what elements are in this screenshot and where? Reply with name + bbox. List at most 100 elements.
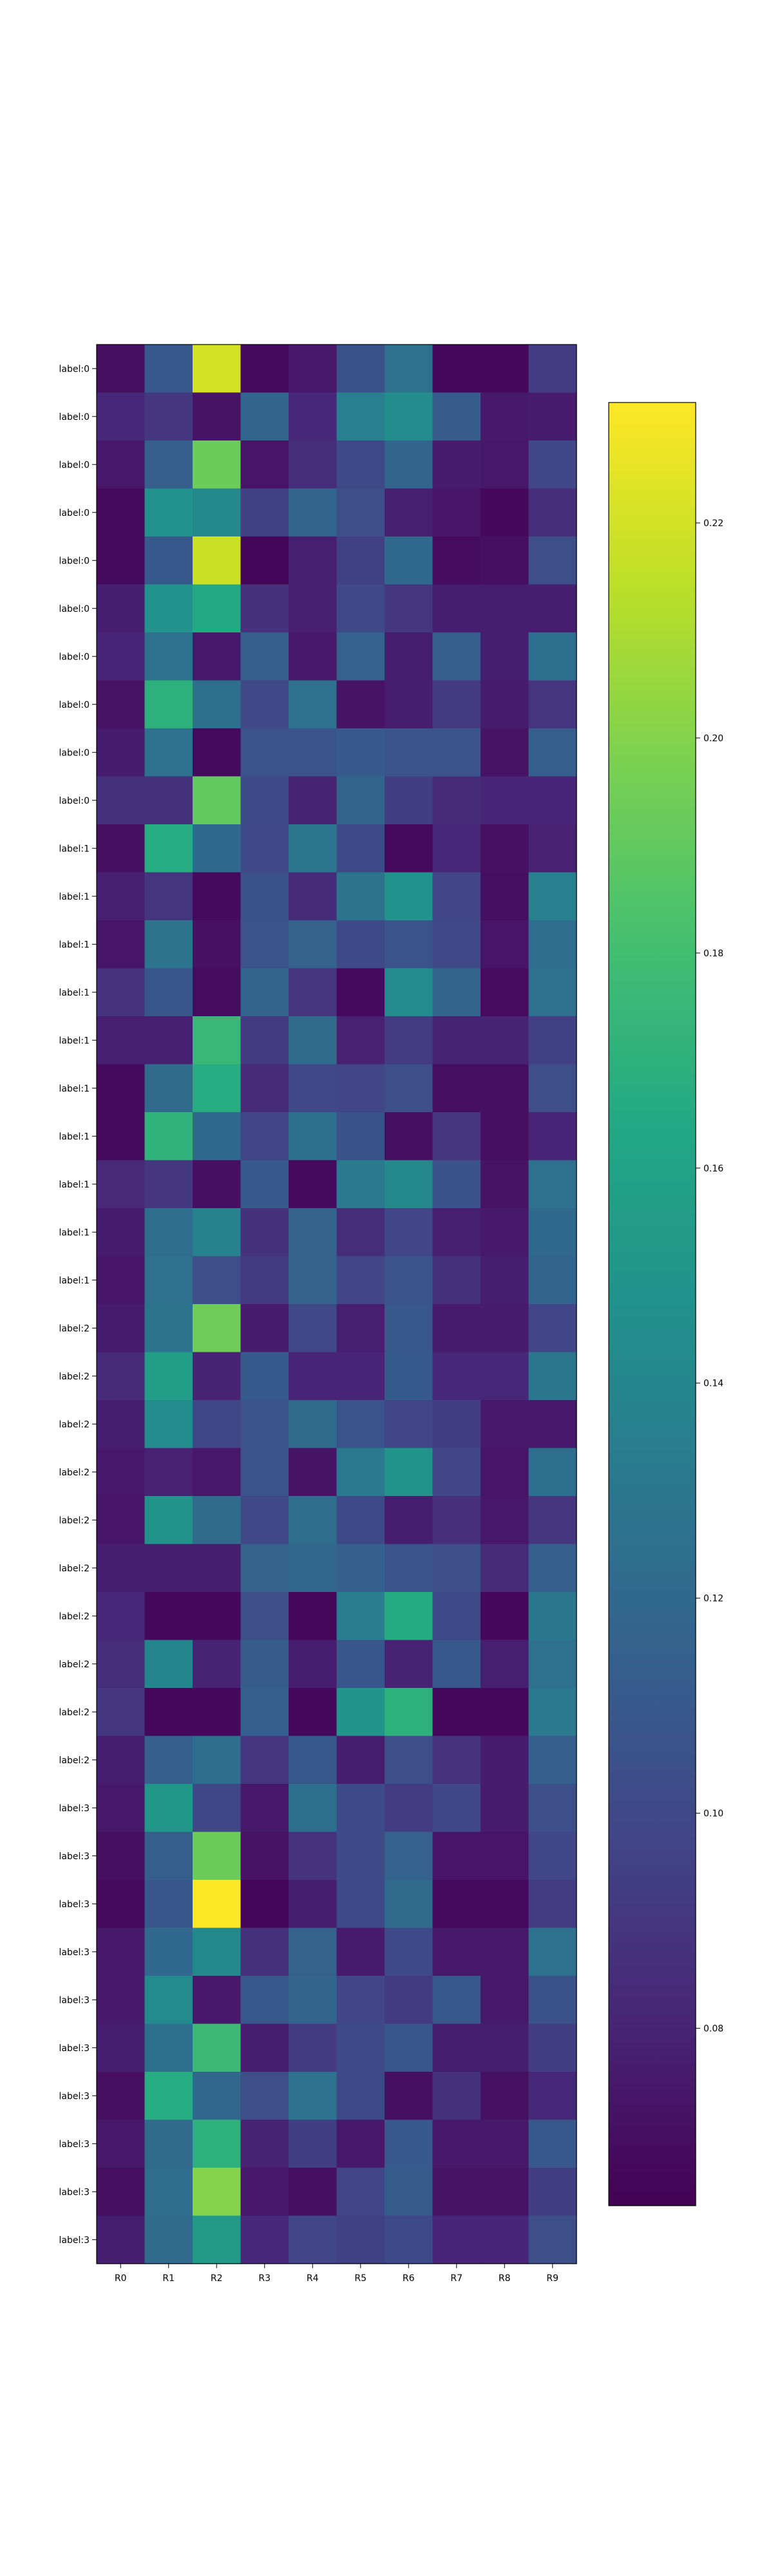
heatmap-cell-r22-c3 [240,1400,289,1449]
heatmap-cell-r10-c6 [385,824,434,873]
heatmap-cell-r6-c3 [240,632,289,681]
heatmap-cell-r23-c4 [289,1448,338,1497]
heatmap-cell-r38-c1 [144,2168,193,2217]
heatmap-cell-r13-c3 [240,968,289,1017]
heatmap-cell-r21-c8 [481,1352,530,1401]
heatmap-cell-r35-c6 [385,2023,434,2072]
heatmap-cell-r2-c4 [289,440,338,489]
heatmap-cell-r4-c3 [240,536,289,585]
y-tick-label: label:2 [59,1468,90,1478]
x-tick-label: R2 [211,2273,223,2284]
y-tick-label: label:2 [59,1756,90,1766]
heatmap-cell-r14-c8 [481,1016,530,1065]
heatmap-cell-r19-c4 [289,1256,338,1305]
heatmap-cell-r11-c6 [385,872,434,921]
heatmap-cell-r12-c3 [240,920,289,969]
heatmap-cell-r35-c8 [481,2023,530,2072]
heatmap-cell-r26-c3 [240,1592,289,1641]
heatmap-cell-r34-c7 [432,1976,481,2025]
y-tick-label: label:1 [59,1227,90,1238]
heatmap-cell-r24-c3 [240,1496,289,1545]
heatmap-cell-r32-c0 [97,1880,146,1929]
heatmap-cell-r3-c7 [432,488,481,537]
heatmap-cell-r22-c8 [481,1400,530,1449]
heatmap-cell-r29-c6 [385,1736,434,1785]
heatmap-cell-r15-c5 [336,1064,385,1113]
heatmap-cell-r29-c2 [193,1736,242,1785]
heatmap-cell-r24-c8 [481,1496,530,1545]
y-axis: label:0 label:0 label:0 label:0 label:0 label… [59,364,97,2246]
heatmap-cell-r5-c5 [336,584,385,633]
heatmap-cell-r16-c1 [144,1112,193,1161]
heatmap-cell-r33-c5 [336,1927,385,1976]
heatmap-cell-r7-c3 [240,680,289,729]
heatmap-grid [97,345,577,2264]
heatmap-cell-r28-c4 [289,1688,338,1737]
heatmap-cell-r21-c4 [289,1352,338,1401]
heatmap-cell-r29-c4 [289,1736,338,1785]
heatmap-cell-r27-c4 [289,1640,338,1689]
colorbar-tick-label: 0.22 [703,518,723,529]
heatmap-cell-r37-c7 [432,2119,481,2168]
heatmap-cell-r18-c6 [385,1208,434,1257]
heatmap-cell-r20-c5 [336,1304,385,1353]
y-tick-label: label:0 [59,652,90,662]
heatmap-cell-r5-c0 [97,584,146,633]
heatmap-cell-r28-c2 [193,1688,242,1737]
heatmap-cell-r4-c0 [97,536,146,585]
heatmap-cell-r25-c3 [240,1544,289,1593]
heatmap-cell-r35-c3 [240,2023,289,2072]
heatmap-cell-r11-c8 [481,872,530,921]
heatmap-cell-r33-c0 [97,1927,146,1976]
heatmap-cell-r27-c0 [97,1640,146,1689]
heatmap-cell-r6-c7 [432,632,481,681]
colorbar-gradient [608,402,696,2206]
heatmap-cell-r10-c9 [528,824,577,873]
heatmap-cell-r8-c9 [528,728,577,777]
heatmap-cell-r6-c1 [144,632,193,681]
heatmap-cell-r38-c3 [240,2168,289,2217]
colorbar-tick-label: 0.14 [703,1379,723,1389]
colorbar-tick-label: 0.08 [703,2024,723,2034]
heatmap-cell-r20-c3 [240,1304,289,1353]
heatmap-cell-r19-c6 [385,1256,434,1305]
heatmap-cell-r15-c0 [97,1064,146,1113]
heatmap-cell-r0-c0 [97,345,146,393]
heatmap-cell-r26-c9 [528,1592,577,1641]
heatmap-cell-r24-c2 [193,1496,242,1545]
heatmap-cell-r13-c5 [336,968,385,1017]
heatmap-cell-r3-c3 [240,488,289,537]
heatmap-cell-r14-c7 [432,1016,481,1065]
y-tick-label: label:2 [59,1515,90,1526]
heatmap-cell-r16-c5 [336,1112,385,1161]
y-tick-label: label:1 [59,940,90,950]
heatmap-cell-r37-c1 [144,2119,193,2168]
heatmap-cell-r36-c0 [97,2072,146,2121]
heatmap-cell-r2-c2 [193,440,242,489]
heatmap-cell-r12-c8 [481,920,530,969]
heatmap-cell-r23-c6 [385,1448,434,1497]
heatmap-cell-r36-c2 [193,2072,242,2121]
heatmap-cell-r6-c5 [336,632,385,681]
y-tick-label: label:3 [59,2235,90,2246]
heatmap-cell-r10-c7 [432,824,481,873]
heatmap-cell-r3-c0 [97,488,146,537]
heatmap-cell-r38-c2 [193,2168,242,2217]
heatmap-cell-r30-c6 [385,1784,434,1833]
heatmap-cell-r17-c6 [385,1160,434,1209]
heatmap-cell-r15-c8 [481,1064,530,1113]
heatmap-cell-r25-c8 [481,1544,530,1593]
heatmap-cell-r3-c6 [385,488,434,537]
y-tick-label: label:0 [59,412,90,422]
heatmap-cell-r10-c4 [289,824,338,873]
heatmap-cell-r26-c8 [481,1592,530,1641]
heatmap-cell-r19-c3 [240,1256,289,1305]
heatmap-cell-r14-c4 [289,1016,338,1065]
heatmap-cell-r0-c6 [385,345,434,393]
x-tick-label: R0 [115,2273,127,2284]
heatmap-cell-r39-c6 [385,2215,434,2264]
heatmap-cell-r21-c2 [193,1352,242,1401]
heatmap-cell-r26-c4 [289,1592,338,1641]
heatmap-cell-r29-c7 [432,1736,481,1785]
y-tick-label: label:2 [59,1660,90,1670]
